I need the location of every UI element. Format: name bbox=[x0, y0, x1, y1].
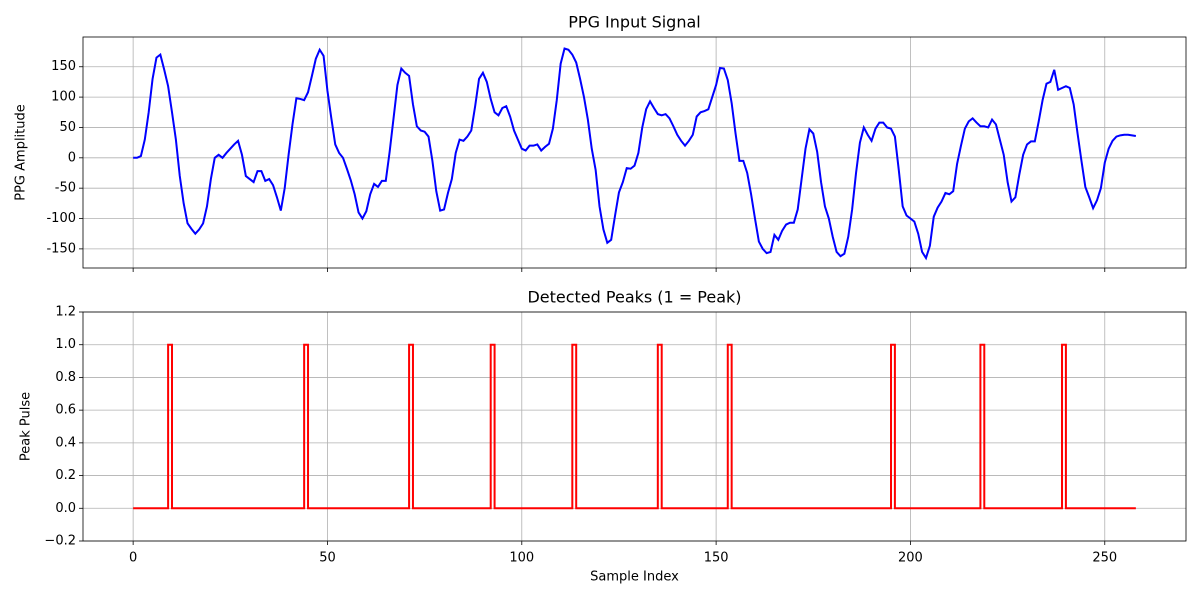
y-tick-label: 0.4 bbox=[55, 435, 76, 450]
y-tick-label: 50 bbox=[59, 120, 76, 135]
chart-title: PPG Input Signal bbox=[568, 13, 700, 32]
x-tick-label: 200 bbox=[898, 551, 923, 566]
peak-step-line bbox=[133, 343, 1136, 510]
y-tick-label: 1.0 bbox=[55, 337, 76, 352]
signal-line bbox=[133, 47, 1137, 261]
chart-title: Detected Peaks (1 = Peak) bbox=[527, 288, 741, 307]
x-tick-label: 250 bbox=[1092, 551, 1117, 566]
y-tick-label: −0.2 bbox=[44, 534, 76, 549]
y-tick-label: 0.6 bbox=[55, 403, 76, 418]
y-tick-label: -150 bbox=[46, 241, 76, 256]
y-tick-label: 0.8 bbox=[55, 370, 76, 385]
y-tick-label: 0.2 bbox=[55, 468, 76, 483]
x-tick-label: 100 bbox=[509, 551, 534, 566]
x-axis-label: Sample Index bbox=[590, 570, 679, 585]
y-tick-label: -100 bbox=[46, 211, 76, 226]
axes-frame bbox=[82, 311, 1187, 542]
x-tick-label: 150 bbox=[704, 551, 729, 566]
y-tick-label: -50 bbox=[55, 181, 76, 196]
x-tick-label: 50 bbox=[319, 551, 336, 566]
axes-frame bbox=[82, 36, 1187, 269]
y-axis-label: PPG Amplitude bbox=[14, 104, 29, 201]
y-tick-label: 0 bbox=[68, 150, 76, 165]
y-tick-label: 0.0 bbox=[55, 501, 76, 516]
y-tick-label: 150 bbox=[51, 59, 76, 74]
y-axis-label: Peak Pulse bbox=[19, 392, 34, 461]
x-tick-label: 0 bbox=[129, 551, 137, 566]
y-tick-label: 100 bbox=[51, 90, 76, 105]
y-tick-label: 1.2 bbox=[55, 305, 76, 320]
